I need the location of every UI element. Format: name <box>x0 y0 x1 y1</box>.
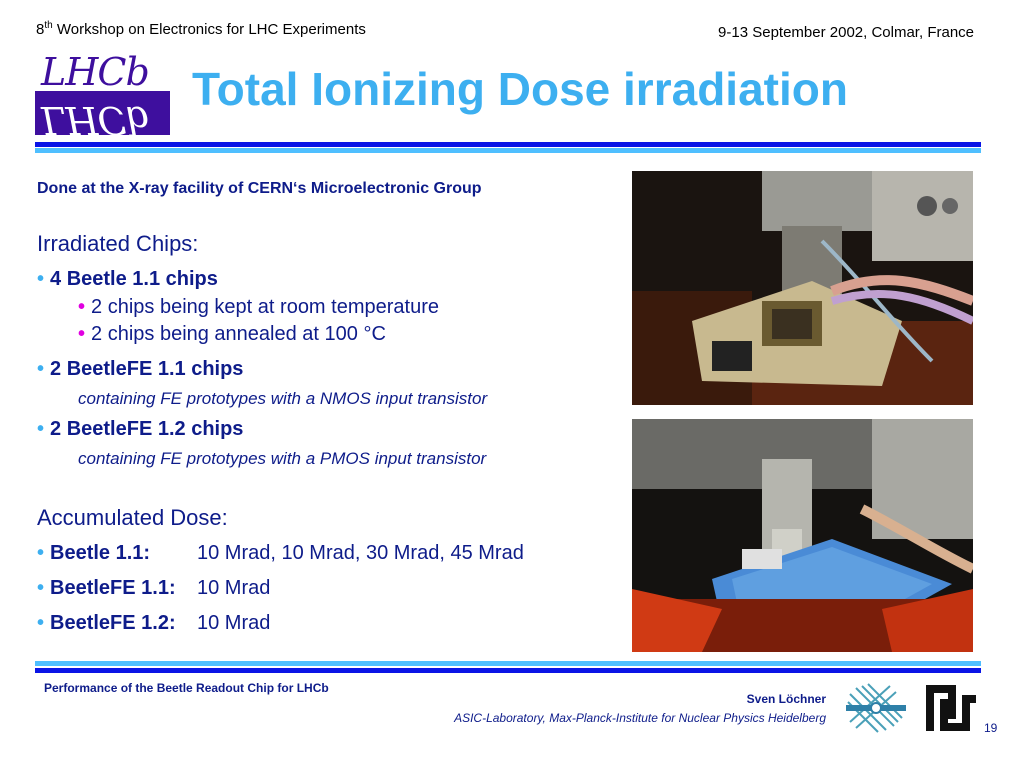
workshop-header: 8th Workshop on Electronics for LHC Expe… <box>36 20 366 38</box>
xray-setup-photo-1 <box>632 171 973 405</box>
footer-rule-dark <box>35 668 981 673</box>
bullet-beetle: • 4 Beetle 1.1 chips <box>37 268 218 290</box>
footer-rule-light <box>35 661 981 666</box>
header-rule-dark <box>35 142 981 147</box>
xray-setup-photo-2 <box>632 419 973 652</box>
author-name: Sven Löchner <box>746 692 826 706</box>
note-pmos: containing FE prototypes with a PMOS inp… <box>78 449 487 468</box>
note-nmos: containing FE prototypes with a NMOS inp… <box>78 389 488 408</box>
heidelberg-logo-icon <box>922 681 978 735</box>
bullet-icon: • <box>37 268 45 290</box>
date-location: 9-13 September 2002, Colmar, France <box>718 24 974 41</box>
dose-row: • BeetleFE 1.2: 10 Mrad <box>37 612 271 634</box>
bullet-icon: • <box>37 542 45 564</box>
dose-row: • Beetle 1.1: 10 Mrad, 10 Mrad, 30 Mrad, 4… <box>37 542 524 564</box>
irradiated-heading: Irradiated Chips: <box>37 231 199 256</box>
slide-title: Total Ionizing Dose irradiation <box>192 63 848 115</box>
bullet-icon: • <box>37 577 45 599</box>
bullet-icon: • <box>37 418 45 440</box>
bullet-icon: • <box>37 358 45 380</box>
bullet-beetlefe-11: • 2 BeetleFE 1.1 chips <box>37 358 244 380</box>
lhcb-logo: LHCb LHCb <box>35 44 170 135</box>
talk-title: Performance of the Beetle Readout Chip f… <box>44 681 329 695</box>
mpi-logo-icon <box>846 682 906 734</box>
facility-subtitle: Done at the X-ray facility of CERN‘s Mic… <box>37 180 482 197</box>
bullet-icon: • <box>37 612 45 634</box>
bullet-icon: • <box>78 323 86 345</box>
bullet-icon: • <box>78 296 86 318</box>
sub-bullet-room-temp: • 2 chips being kept at room temperature <box>78 296 439 318</box>
bullet-beetlefe-12: • 2 BeetleFE 1.2 chips <box>37 418 244 440</box>
sub-bullet-annealed: • 2 chips being annealed at 100 °C <box>78 323 386 345</box>
page-number: 19 <box>984 721 998 735</box>
dose-row: • BeetleFE 1.1: 10 Mrad <box>37 577 271 599</box>
accumulated-heading: Accumulated Dose: <box>37 505 228 530</box>
header-rule-light <box>35 148 981 153</box>
institute-name: ASIC-Laboratory, Max-Planck-Institute fo… <box>454 711 826 725</box>
